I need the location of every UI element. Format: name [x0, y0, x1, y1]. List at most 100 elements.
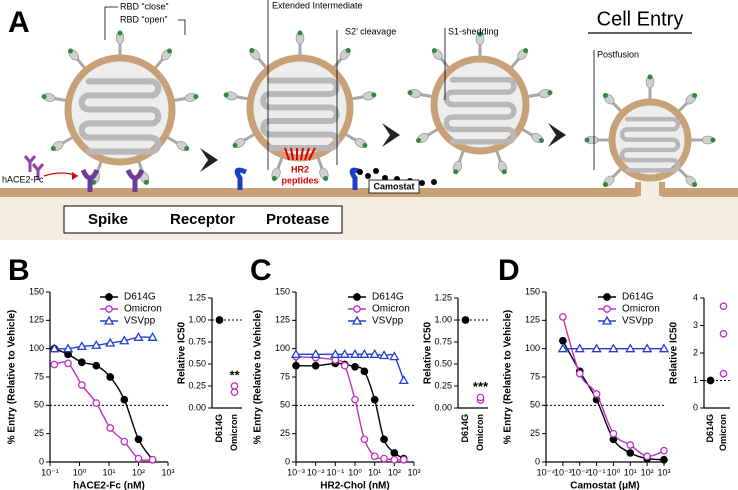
x-tick-label: 10² — [641, 467, 654, 477]
y-tick-label: 1.00 — [188, 314, 206, 324]
y-tick-label: 150 — [29, 286, 44, 296]
marker — [369, 349, 380, 358]
hace2-fc — [23, 155, 37, 172]
x-tick-label: 10² — [132, 467, 145, 477]
protease — [234, 167, 247, 190]
marker — [557, 343, 568, 353]
marker — [608, 343, 619, 353]
y-tick-label: 25 — [34, 428, 44, 438]
y-tick-label: 4 — [693, 292, 698, 302]
marker — [77, 381, 86, 389]
curve — [296, 353, 405, 381]
marker — [215, 316, 224, 324]
y-axis-label: % Entry (Relative to Vehicle) — [253, 310, 264, 445]
leader-line — [104, 6, 186, 40]
marker — [626, 441, 635, 449]
spike-tip — [323, 175, 329, 181]
x-tick-label: 10⁻² — [307, 467, 325, 477]
marker — [349, 349, 361, 358]
marker — [380, 454, 388, 463]
spike-tip — [193, 94, 199, 100]
curve — [295, 362, 405, 460]
legend-label: VSVpp — [124, 316, 156, 327]
spike-tip — [710, 137, 716, 143]
marker — [292, 361, 300, 370]
spike-tip — [223, 92, 229, 98]
marker — [106, 424, 115, 432]
spike-tip — [584, 137, 590, 143]
marker — [559, 313, 567, 321]
legend-label: D614G — [124, 292, 156, 303]
arrow — [382, 123, 400, 147]
annotation: S2’ cleavage — [345, 26, 396, 36]
hr2-peptide — [290, 147, 294, 161]
spike-tip — [232, 143, 238, 148]
y-tick-label: 75 — [530, 371, 540, 381]
marker — [64, 359, 72, 368]
panel-label: A — [8, 6, 30, 39]
y-axis-label: Relative IC50 — [177, 321, 188, 384]
marker — [370, 452, 379, 461]
section-title: Cell Entry — [597, 8, 684, 30]
y-tick-label: 1.00 — [434, 314, 452, 324]
spike-tip — [501, 169, 507, 175]
marker — [476, 393, 485, 402]
hr2-peptide — [304, 147, 310, 161]
spike-tip — [184, 146, 190, 151]
y-tick-label: 50 — [530, 400, 540, 410]
legend-label: VSVpp — [622, 316, 654, 327]
legend-label: Spike — [88, 211, 128, 228]
legend-marker — [105, 305, 113, 313]
y-tick-label: 0 — [285, 456, 290, 466]
marker — [380, 435, 388, 444]
annotation: peptides — [281, 175, 318, 185]
marker — [574, 343, 585, 353]
x-tick-label: D614G — [460, 414, 470, 443]
legend-marker — [353, 305, 361, 313]
legend-marker — [603, 305, 611, 313]
receptor — [80, 168, 100, 192]
annotation: HR2 — [291, 164, 309, 174]
significance: ** — [229, 367, 240, 382]
leader-line — [267, 0, 338, 170]
panel-label: C — [250, 254, 272, 287]
y-tick-label: 25 — [530, 428, 540, 438]
marker — [50, 360, 59, 369]
marker — [230, 388, 239, 397]
marker — [351, 395, 359, 404]
y-tick-label: 75 — [34, 371, 44, 381]
marker — [91, 339, 102, 349]
curve — [54, 361, 153, 461]
y-tick-label: 125 — [525, 315, 540, 325]
spike-tip — [547, 90, 553, 96]
x-tick-label: Omicron — [475, 414, 485, 451]
annotation: S1-shedding — [448, 26, 499, 36]
legend-label: Omicron — [622, 304, 660, 315]
x-tick-label: 10⁰ — [348, 467, 362, 477]
y-tick-label: 2 — [693, 347, 698, 357]
marker — [399, 455, 408, 464]
annotation: Postfusion — [597, 49, 639, 59]
marker — [461, 316, 470, 324]
marker — [609, 429, 618, 438]
marker — [310, 349, 321, 358]
y-tick-label: 1.25 — [434, 292, 452, 302]
x-tick-label: 10⁰ — [73, 467, 87, 477]
inhibitor — [382, 175, 388, 181]
y-axis-label: % Entry (Relative to Vehicle) — [7, 310, 18, 445]
marker — [359, 349, 370, 358]
hr2-peptide — [300, 147, 304, 161]
genome — [443, 76, 517, 145]
spike-tip — [692, 182, 698, 188]
y-tick-label: 3 — [693, 320, 698, 330]
y-tick-label: 0.00 — [188, 402, 206, 412]
y-tick-label: 0.50 — [434, 358, 452, 368]
spike-tip — [345, 48, 351, 54]
y-tick-label: 50 — [280, 400, 290, 410]
y-axis-label: % Entry (Relative to Vehicle) — [503, 310, 514, 445]
spike-tip — [538, 138, 544, 143]
spike-tip — [523, 48, 529, 54]
spike-tip — [647, 74, 653, 80]
legend-marker — [103, 315, 115, 325]
